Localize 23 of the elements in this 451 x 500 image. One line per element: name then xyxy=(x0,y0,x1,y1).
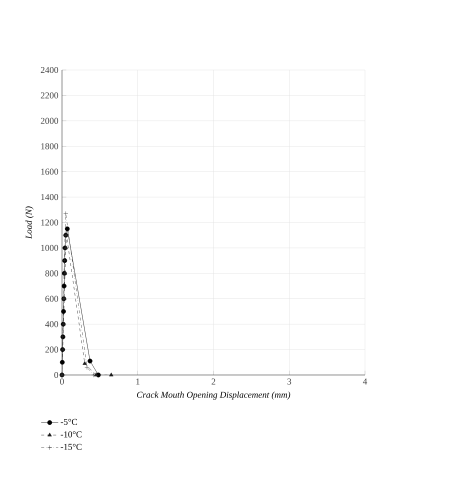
x-tick-label: 0 xyxy=(60,378,64,385)
y-tick-label: 1800 xyxy=(41,143,58,150)
y-tick-label: 0 xyxy=(54,372,58,378)
y-tick-label: 2400 xyxy=(40,66,58,74)
x-tick-label: 1 xyxy=(136,378,140,384)
y-tick-label: 2200 xyxy=(40,92,58,98)
y-tick-label: 800 xyxy=(45,270,58,276)
y-tick-label: 1000 xyxy=(41,244,58,251)
y-tick-label: 1600 xyxy=(41,168,58,175)
legend-label: -5°C xyxy=(60,418,78,425)
x-axis-title: Crack Mouth Opening Displacement (mm) xyxy=(137,391,290,400)
x-tick-label: 4 xyxy=(362,378,368,384)
legend-label: -10°C xyxy=(60,431,82,438)
y-tick-label: 200 xyxy=(45,346,58,353)
x-tick-label: 3 xyxy=(287,378,292,385)
y-tick-label: 2000 xyxy=(40,118,58,124)
y-tick-label: 400 xyxy=(45,321,58,328)
y-axis-title: Load (N) xyxy=(25,206,34,239)
y-tick-label: 1400 xyxy=(41,194,58,200)
x-tick-label: 2 xyxy=(212,378,216,384)
y-tick-label: 1200 xyxy=(41,219,58,226)
y-tick-label: 600 xyxy=(45,296,58,302)
legend-label: -15°C xyxy=(60,444,82,450)
